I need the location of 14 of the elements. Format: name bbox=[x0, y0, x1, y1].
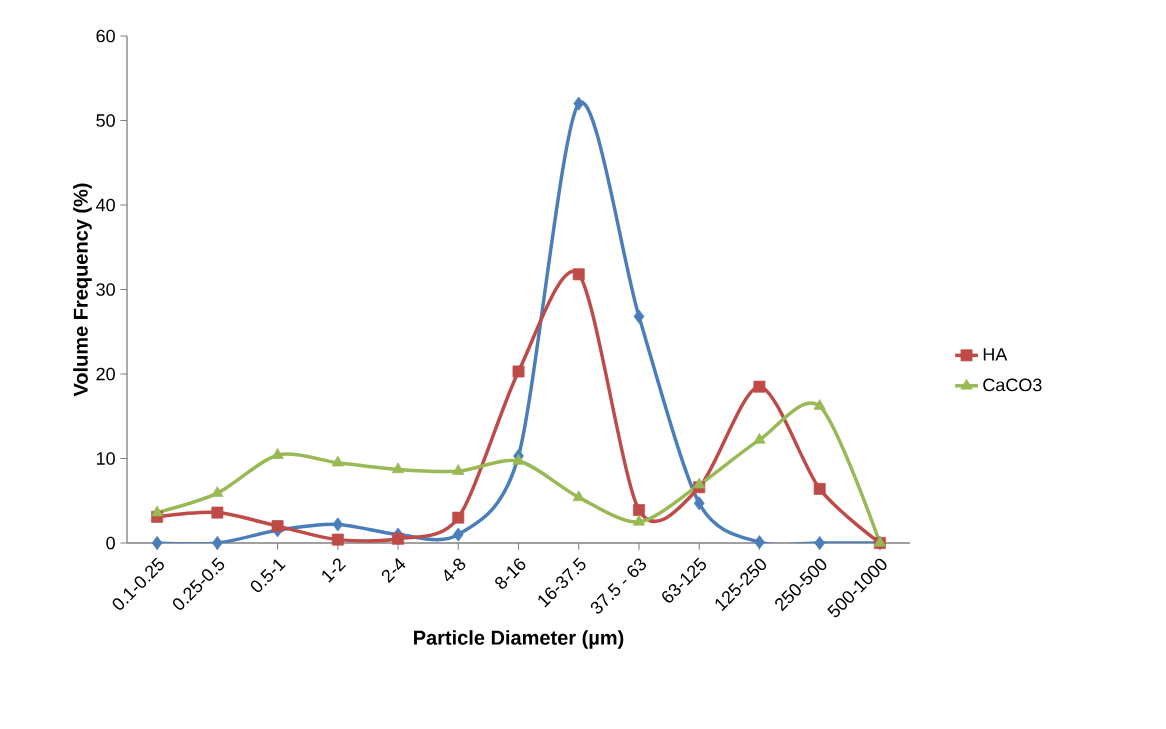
y-tick-label: 40 bbox=[96, 198, 115, 212]
x-tick-label: 4-8 bbox=[444, 558, 466, 582]
y-axis-title: Volume Frequency (%) bbox=[73, 183, 92, 397]
y-tick-label: 30 bbox=[96, 283, 115, 296]
legend-label: CaCO3 bbox=[983, 378, 1042, 392]
x-axis-title: Particle Diameter (µm) bbox=[414, 630, 624, 649]
y-tick-label: 20 bbox=[96, 367, 115, 381]
y-tick-label: 0 bbox=[106, 536, 115, 550]
x-tick-label: 1-2 bbox=[322, 558, 347, 583]
legend-label: HA bbox=[983, 348, 1008, 361]
x-tick-label: 2-4 bbox=[381, 558, 406, 583]
y-tick-label: 50 bbox=[96, 114, 115, 127]
y-tick-label: 60 bbox=[96, 29, 115, 43]
y-tick-label: 10 bbox=[96, 452, 115, 465]
